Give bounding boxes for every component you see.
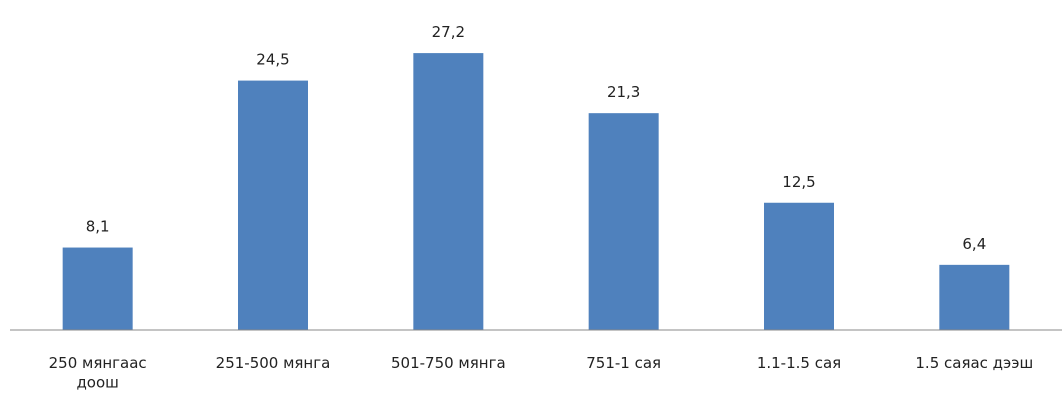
data-label: 12,5 <box>782 173 815 191</box>
bar <box>238 80 308 330</box>
bar <box>939 264 1010 330</box>
bar <box>413 53 484 330</box>
x-tick-label: 251-500 мянга <box>216 354 331 372</box>
data-label: 21,3 <box>607 83 640 101</box>
bar <box>764 202 834 330</box>
bar <box>588 113 659 330</box>
x-tick-label: 751-1 сая <box>586 354 661 372</box>
data-label: 27,2 <box>432 23 465 41</box>
data-label: 24,5 <box>256 51 289 69</box>
x-tick-label: 250 мянгаас доош <box>49 354 147 392</box>
data-label: 8,1 <box>86 218 110 236</box>
x-tick-label: 1.1-1.5 сая <box>757 354 841 372</box>
data-label: 6,4 <box>962 235 986 253</box>
x-tick-label: 1.5 саяас дээш <box>915 354 1033 372</box>
x-tick-label: 501-750 мянга <box>391 354 506 372</box>
bar <box>62 247 133 330</box>
